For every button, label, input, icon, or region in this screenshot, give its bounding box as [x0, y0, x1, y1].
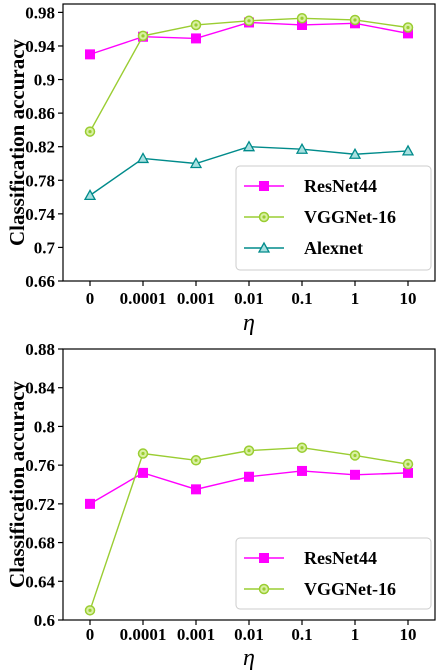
y-tick-label: 0.84 — [25, 379, 55, 398]
legend: ResNet44 VGGNet-16 — [235, 537, 432, 610]
y-tick-label: 0.94 — [25, 37, 55, 56]
x-tick-label: 10 — [400, 625, 417, 644]
y-tick-label: 0.78 — [25, 171, 55, 190]
series-resnet44 — [85, 465, 413, 509]
y-tick-label: 0.76 — [25, 456, 55, 475]
legend-label: VGGNet-16 — [304, 207, 396, 227]
x-tick-label: 0.1 — [291, 289, 312, 308]
y-tick-label: 0.8 — [34, 417, 55, 436]
data-point — [297, 465, 307, 476]
x-tick-label: 0.0001 — [120, 625, 167, 644]
legend-marker — [259, 181, 269, 191]
data-point — [85, 49, 95, 60]
data-point — [191, 484, 201, 495]
series-alexnet — [83, 140, 415, 201]
data-point — [350, 469, 360, 480]
series-line — [89, 17, 409, 132]
x-tick-label: 0.001 — [177, 289, 215, 308]
y-tick-label: 0.9 — [34, 71, 55, 90]
legend-label: Alexnet — [304, 238, 363, 258]
y-tick-label: 0.98 — [25, 3, 55, 22]
x-tick-label: 0.0001 — [120, 289, 167, 308]
y-tick-label: 0.74 — [25, 205, 55, 224]
x-tick-label: 1 — [351, 289, 360, 308]
y-tick-label: 0.88 — [25, 340, 55, 359]
x-tick-label: 0.1 — [291, 625, 312, 644]
data-point — [295, 142, 309, 154]
x-tick-label: 0 — [86, 289, 95, 308]
y-tick-label: 0.7 — [34, 238, 56, 257]
y-tick-label: 0.6 — [34, 611, 55, 630]
data-point — [244, 471, 254, 482]
chart-panel-2: 0.6 0.64 0.68 0.72 0.76 0.8 0.84 0.88 0 0.0001 0.0… — [5, 340, 436, 670]
x-tick-label: 0 — [86, 625, 95, 644]
x-tick-label: 0.001 — [177, 625, 215, 644]
y-tick-label: 0.64 — [25, 572, 55, 591]
y-tick-label: 0.86 — [25, 104, 55, 123]
y-axis-label: Classification accuracy — [5, 38, 29, 246]
y-tick-label: 0.68 — [25, 534, 55, 553]
data-point — [83, 189, 97, 201]
legend-marker — [259, 553, 269, 563]
data-point — [189, 157, 203, 169]
x-tick-label: 0.01 — [234, 625, 264, 644]
y-tick-label: 0.66 — [25, 272, 55, 291]
data-point — [136, 152, 150, 164]
data-point — [348, 147, 362, 159]
series-vggnet-16 — [84, 442, 414, 616]
y-axis-label: Classification accuracy — [5, 380, 29, 588]
data-point — [401, 144, 415, 156]
series-vggnet-16 — [84, 13, 414, 137]
data-point — [242, 140, 256, 152]
x-tick-label: 1 — [351, 625, 360, 644]
chart-panel-1: 0.66 0.7 0.74 0.78 0.82 0.86 0.9 0.94 0.98 0 0.000… — [5, 3, 436, 336]
data-point — [138, 467, 148, 478]
x-axis-label: η — [243, 310, 255, 336]
x-axis-label: η — [243, 645, 255, 670]
y-tick-label: 0.72 — [25, 495, 55, 514]
legend-label: VGGNet-16 — [304, 579, 396, 599]
y-tick-label: 0.82 — [25, 138, 55, 157]
legend-box — [235, 537, 432, 610]
legend: ResNet44 VGGNet-16 Alexnet — [235, 165, 432, 271]
x-tick-label: 0.01 — [234, 289, 264, 308]
x-tick-label: 10 — [400, 289, 417, 308]
data-point — [85, 498, 95, 509]
legend-box — [235, 165, 432, 271]
legend-label: ResNet44 — [304, 176, 377, 196]
legend-marker — [257, 241, 271, 253]
legend-label: ResNet44 — [304, 548, 377, 568]
data-point — [403, 467, 413, 478]
data-point — [191, 33, 201, 44]
